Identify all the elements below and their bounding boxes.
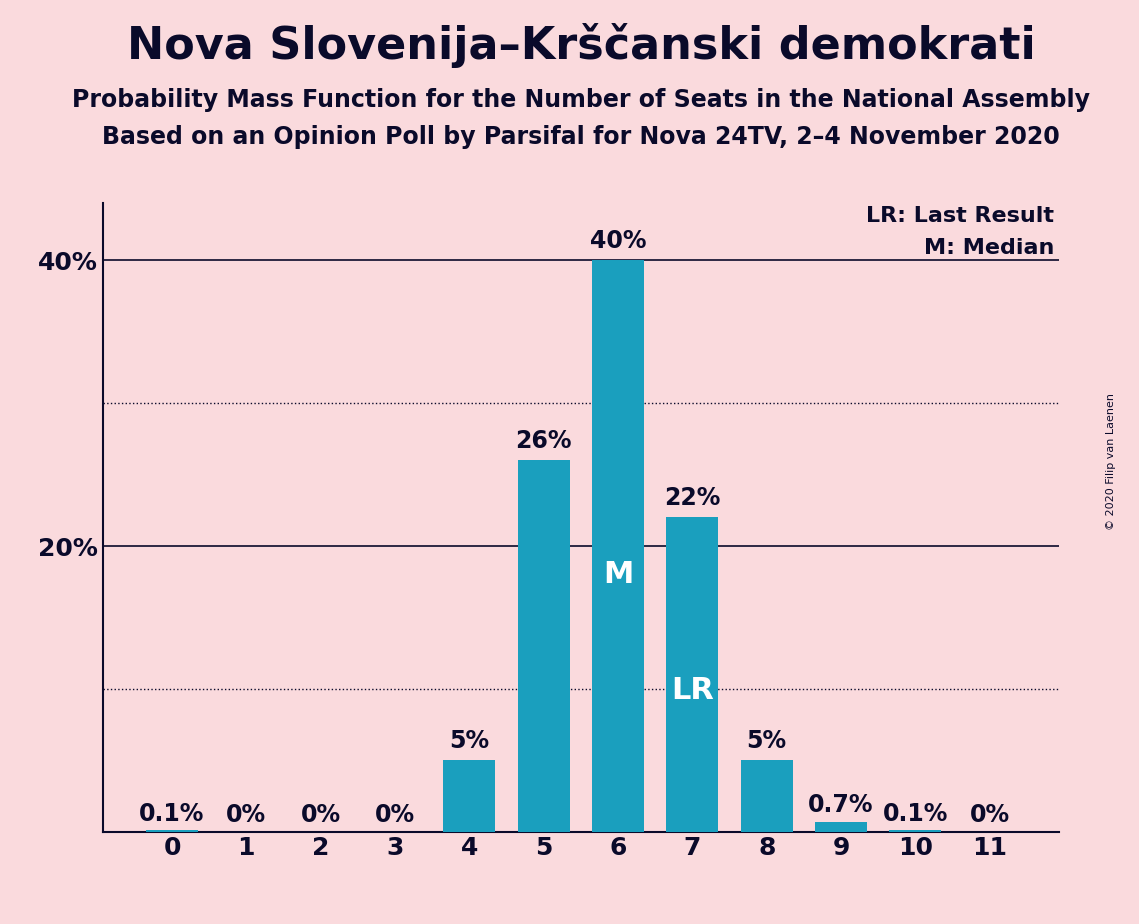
- Text: 26%: 26%: [516, 429, 572, 453]
- Bar: [816, 821, 867, 832]
- Text: © 2020 Filip van Laenen: © 2020 Filip van Laenen: [1106, 394, 1115, 530]
- Text: M: M: [603, 560, 633, 590]
- Bar: [592, 261, 644, 832]
- Text: 0.1%: 0.1%: [139, 802, 205, 826]
- Text: Probability Mass Function for the Number of Seats in the National Assembly: Probability Mass Function for the Number…: [72, 88, 1090, 112]
- Text: LR: Last Result: LR: Last Result: [867, 206, 1055, 226]
- Text: 0%: 0%: [969, 803, 1010, 827]
- Bar: [666, 517, 719, 832]
- Bar: [740, 760, 793, 832]
- Bar: [443, 760, 495, 832]
- Text: 5%: 5%: [449, 729, 490, 753]
- Text: M: Median: M: Median: [924, 237, 1055, 258]
- Bar: [890, 830, 942, 832]
- Text: 0.1%: 0.1%: [883, 802, 948, 826]
- Text: 0%: 0%: [301, 803, 341, 827]
- Text: LR: LR: [671, 675, 714, 705]
- Text: 0%: 0%: [375, 803, 415, 827]
- Text: 5%: 5%: [747, 729, 787, 753]
- Bar: [518, 460, 570, 832]
- Text: 40%: 40%: [590, 229, 646, 253]
- Text: Based on an Opinion Poll by Parsifal for Nova 24TV, 2–4 November 2020: Based on an Opinion Poll by Parsifal for…: [103, 125, 1059, 149]
- Text: Nova Slovenija–Krščanski demokrati: Nova Slovenija–Krščanski demokrati: [126, 23, 1035, 68]
- Text: 22%: 22%: [664, 486, 721, 510]
- Bar: [146, 830, 198, 832]
- Text: 0%: 0%: [227, 803, 267, 827]
- Text: 0.7%: 0.7%: [809, 794, 874, 818]
